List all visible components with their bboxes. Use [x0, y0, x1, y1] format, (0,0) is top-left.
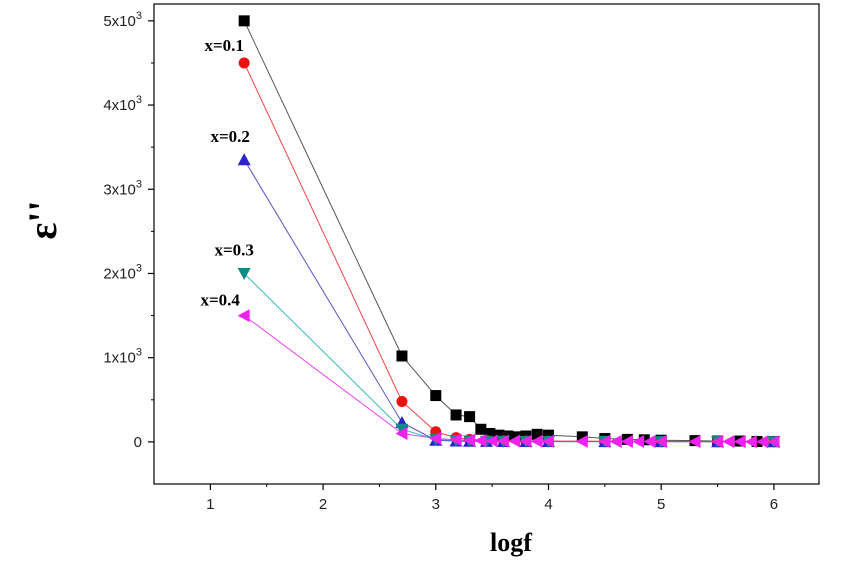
data-point-x=0.0	[464, 411, 476, 423]
series-line-x=0.2	[243, 159, 774, 443]
data-point-x=0.0	[238, 15, 250, 27]
y-axis-title: ε''	[20, 200, 65, 239]
x-axis-title: logf	[490, 528, 532, 557]
data-point-x=0.1	[396, 395, 408, 407]
data-point-x=0.3	[237, 267, 251, 280]
y-tick-mantissa: 2x10	[103, 265, 136, 282]
series-line-x=0.4	[243, 315, 774, 443]
data-point-x=0.4	[767, 435, 780, 449]
data-point-x=0.4	[598, 434, 611, 448]
x-tick-label: 5	[657, 496, 665, 513]
data-point-x=0.4	[519, 434, 532, 448]
y-tick-label: 0	[134, 434, 142, 451]
data-point-x=0.3	[395, 423, 409, 436]
data-point-x=0.4	[530, 434, 543, 448]
data-point-x=0.4	[474, 434, 487, 448]
data-point-x=0.0	[430, 390, 442, 402]
data-point-x=0.0	[531, 428, 543, 440]
x-axis: 1 2 3 4 5 6	[206, 484, 778, 513]
x-tick-label: 4	[544, 496, 552, 513]
data-point-x=0.2	[237, 153, 251, 166]
series-line-x=0.1	[243, 62, 774, 443]
series-label: x=0.0	[218, 0, 257, 4]
data-point-x=0.0	[396, 350, 408, 362]
data-point-x=0.4	[429, 432, 442, 446]
data-point-x=0.4	[722, 435, 735, 449]
data-point-x=0.4	[654, 435, 667, 449]
y-tick-label: 2x103	[103, 262, 142, 282]
data-point-x=0.0	[484, 427, 496, 439]
series-label: x=0.2	[210, 127, 249, 146]
data-point-x=0.4	[756, 435, 769, 449]
data-point-x=0.4	[496, 434, 509, 448]
series-lines	[243, 20, 774, 443]
data-point-x=0.0	[475, 423, 487, 435]
series-line-x=0.0	[243, 20, 774, 442]
y-tick-exponent: 3	[136, 94, 142, 106]
data-point-x=0.4	[395, 426, 408, 440]
y-tick-exponent: 3	[136, 262, 142, 274]
y-tick-label: 5x103	[103, 10, 142, 30]
data-point-x=0.4	[463, 433, 476, 447]
data-point-x=0.4	[541, 434, 554, 448]
x-tick-label: 6	[770, 496, 778, 513]
series-label: x=0.3	[214, 240, 253, 259]
data-point-x=0.4	[237, 309, 250, 323]
x-tick-label: 2	[319, 496, 327, 513]
data-point-x=0.0	[638, 434, 650, 446]
data-point-x=0.4	[449, 433, 462, 447]
y-tick-label: 3x103	[103, 178, 142, 198]
data-point-x=0.1	[238, 57, 250, 69]
y-tick-mantissa: 1x10	[103, 350, 136, 367]
y-tick-exponent: 3	[136, 10, 142, 22]
data-point-x=0.4	[643, 435, 656, 449]
series-label: x=0.4	[200, 291, 240, 310]
x-tick-label: 1	[206, 496, 214, 513]
series-labels: x=0.0 x=0.1 x=0.2 x=0.3 x=0.4	[200, 0, 257, 310]
data-point-x=0.4	[508, 434, 521, 448]
plot-frame	[153, 3, 820, 485]
data-point-x=0.4	[632, 435, 645, 449]
data-point-x=0.4	[609, 434, 622, 448]
data-point-x=0.4	[620, 434, 633, 448]
data-point-x=0.4	[575, 434, 588, 448]
data-point-x=0.0	[576, 431, 588, 443]
data-point-x=0.4	[711, 435, 724, 449]
data-point-x=0.0	[450, 409, 462, 421]
y-tick-mantissa: 4x10	[103, 97, 136, 114]
data-point-x=0.4	[744, 435, 757, 449]
data-point-x=0.4	[485, 434, 498, 448]
data-point-x=0.4	[733, 435, 746, 449]
data-point-x=0.4	[688, 435, 701, 449]
data-point-x=0.0	[493, 429, 505, 441]
y-tick-label: 1x103	[103, 347, 142, 367]
y-tick-exponent: 3	[136, 178, 142, 190]
series-line-x=0.3	[243, 273, 774, 443]
y-tick-mantissa: 5x10	[103, 13, 136, 30]
series-label: x=0.1	[204, 36, 243, 55]
series-markers	[237, 15, 781, 449]
x-tick-label: 3	[432, 496, 440, 513]
y-tick-label: 4x103	[103, 94, 142, 114]
y-tick-mantissa: 3x10	[103, 181, 136, 198]
y-tick-exponent: 3	[136, 347, 142, 359]
y-tick-mantissa: 0	[134, 434, 142, 451]
